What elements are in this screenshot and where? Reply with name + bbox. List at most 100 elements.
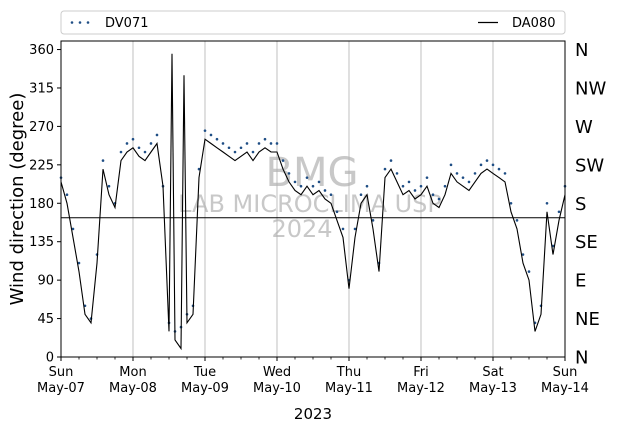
data-point-DV071: [467, 180, 471, 184]
watermark-line3: 2024: [271, 215, 332, 243]
legend-label-dv071: DV071: [105, 16, 149, 31]
data-point-DV071: [149, 142, 153, 145]
data-point-DV071: [407, 180, 411, 184]
data-point-DV071: [65, 193, 69, 197]
data-point-DV071: [323, 189, 327, 192]
data-point-DV071: [515, 219, 519, 222]
data-point-DV071: [527, 270, 531, 273]
x-tick-day-label: Thu: [336, 365, 361, 380]
data-point-DV071: [317, 180, 321, 184]
watermark-line2: LAB MICROCLIMA USP: [178, 190, 442, 218]
legend-frame: [60, 10, 566, 35]
legend-marker-dv071: [70, 21, 74, 24]
x-tick-date-label: May-12: [397, 381, 445, 396]
data-point-DV071: [455, 172, 459, 175]
y-tick-label: 180: [29, 197, 54, 212]
y-tick-label: 90: [37, 274, 54, 289]
data-point-DV071: [305, 176, 309, 179]
y-tick-label: 135: [29, 235, 54, 250]
y-tick-label: 45: [37, 312, 54, 327]
data-point-DV071: [275, 142, 279, 145]
data-point-DV071: [491, 163, 495, 167]
compass-label: N: [575, 40, 588, 61]
data-point-DV071: [473, 172, 477, 175]
data-point-DV071: [227, 146, 231, 150]
compass-label: N: [575, 348, 588, 369]
watermark: BMG LAB MICROCLIMA USP 2024: [178, 150, 442, 243]
watermark-line1: BMG: [266, 150, 359, 196]
data-point-DV071: [281, 159, 285, 162]
compass-label: SW: [575, 155, 604, 176]
data-point-DV071: [425, 176, 429, 179]
y-tick-label: 360: [29, 43, 54, 58]
data-point-DV071: [383, 167, 387, 171]
data-point-DV071: [479, 163, 483, 167]
data-point-DV071: [419, 184, 423, 188]
data-point-DV071: [251, 150, 255, 154]
y-tick-label: 315: [29, 81, 54, 96]
legend: DV071 DA080: [60, 10, 566, 35]
data-point-DV071: [131, 137, 135, 141]
x-tick-date-label: May-13: [469, 381, 517, 396]
data-point-DV071: [329, 193, 333, 197]
data-point-DV071: [335, 210, 339, 214]
data-point-DV071: [353, 227, 357, 231]
data-point-DV071: [269, 142, 273, 145]
data-point-DV071: [263, 137, 267, 141]
x-tick-day-label: Tue: [193, 365, 216, 380]
x-tick-day-label: Mon: [119, 365, 146, 380]
x-tick-date-label: May-10: [253, 381, 301, 396]
data-point-DV071: [77, 261, 81, 265]
x-tick-date-label: May-11: [325, 381, 373, 396]
data-point-DV071: [371, 219, 375, 222]
x-tick-date-label: May-09: [181, 381, 229, 396]
compass-label: NE: [575, 309, 600, 330]
data-point-DV071: [125, 142, 129, 145]
data-point-DV071: [215, 137, 219, 141]
data-point-DV071: [431, 193, 435, 197]
compass-label: E: [575, 271, 586, 292]
data-point-DV071: [437, 197, 441, 201]
data-point-DV071: [413, 189, 417, 192]
x-axis-title: 2023: [294, 405, 332, 423]
data-point-DV071: [203, 129, 207, 132]
data-point-DV071: [137, 146, 141, 150]
data-point-DV071: [197, 167, 201, 171]
y-tick-label: 0: [46, 351, 54, 366]
legend-marker-dv071: [78, 21, 82, 24]
x-tick-day-label: Sun: [553, 365, 578, 380]
y-axis-title: Wind direction (degree): [7, 93, 28, 306]
data-point-DV071: [521, 253, 525, 256]
x-tick-day-label: Sun: [49, 365, 74, 380]
data-point-DV071: [449, 163, 453, 167]
data-point-DV071: [293, 180, 297, 184]
y-tick-label: 225: [29, 158, 54, 173]
legend-marker-dv071: [86, 21, 90, 24]
data-point-DV071: [233, 150, 237, 154]
data-point-DV071: [497, 167, 501, 171]
y-tick-label: 270: [29, 120, 54, 135]
x-tick-date-label: May-08: [109, 381, 157, 396]
x-tick-day-label: Sat: [482, 365, 503, 380]
data-point-DV071: [101, 159, 105, 162]
data-point-DV071: [389, 159, 393, 162]
data-point-DV071: [71, 227, 75, 231]
series-line-DA080: [60, 53, 566, 351]
compass-label: W: [575, 117, 593, 138]
data-point-DV071: [461, 176, 465, 179]
x-tick-day-label: Fri: [413, 365, 429, 380]
compass-label: NW: [575, 78, 606, 99]
data-point-DV071: [545, 201, 549, 205]
data-point-DV071: [107, 184, 111, 188]
data-point-DV071: [209, 133, 213, 137]
data-point-DV071: [143, 150, 147, 154]
data-point-DV071: [509, 201, 513, 205]
data-point-DV071: [395, 172, 399, 175]
x-tick-date-label: May-14: [541, 381, 589, 396]
data-point-DV071: [401, 184, 405, 188]
data-point-DV071: [503, 172, 507, 175]
legend-label-da080: DA080: [512, 16, 556, 31]
compass-label: S: [575, 194, 586, 215]
data-point-DV071: [221, 142, 225, 145]
